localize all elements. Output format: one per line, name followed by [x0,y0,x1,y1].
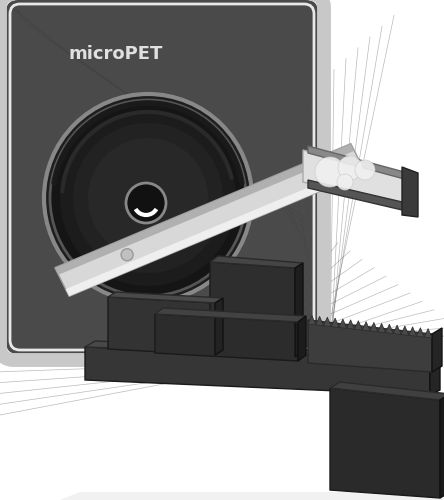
Circle shape [73,123,223,273]
Polygon shape [401,326,409,336]
Polygon shape [331,318,339,328]
Polygon shape [347,320,354,329]
Polygon shape [60,492,444,500]
Polygon shape [409,327,416,336]
Circle shape [355,160,375,180]
Circle shape [315,157,345,187]
Polygon shape [85,341,440,360]
Polygon shape [440,394,444,498]
Polygon shape [370,322,378,332]
Polygon shape [316,316,324,326]
Polygon shape [298,316,306,361]
Polygon shape [362,322,370,331]
Polygon shape [393,325,401,334]
Polygon shape [324,317,331,326]
Polygon shape [295,263,303,357]
Polygon shape [155,314,298,361]
Polygon shape [308,316,316,325]
Polygon shape [339,319,347,328]
Polygon shape [416,328,424,337]
Circle shape [338,156,362,180]
Circle shape [88,138,208,258]
Polygon shape [155,308,306,322]
Polygon shape [308,180,415,213]
Polygon shape [303,150,405,207]
Polygon shape [402,167,418,217]
Circle shape [121,248,133,260]
Polygon shape [210,262,295,357]
Polygon shape [55,144,365,296]
Polygon shape [55,144,354,275]
Polygon shape [308,146,408,180]
Polygon shape [354,320,362,330]
Polygon shape [108,292,223,303]
Circle shape [50,100,246,296]
Circle shape [60,110,236,286]
Polygon shape [424,328,432,338]
Polygon shape [330,382,444,400]
Polygon shape [108,297,215,355]
Polygon shape [215,298,223,355]
FancyBboxPatch shape [6,0,318,354]
Polygon shape [308,320,432,372]
Circle shape [126,183,166,223]
Text: microPET: microPET [68,45,163,63]
Polygon shape [378,324,385,333]
Circle shape [337,174,353,190]
Polygon shape [85,347,430,395]
Polygon shape [330,388,440,498]
Polygon shape [385,324,393,334]
Polygon shape [210,256,303,268]
Polygon shape [430,355,440,395]
Polygon shape [66,165,365,296]
Polygon shape [432,328,442,372]
Circle shape [44,94,252,302]
